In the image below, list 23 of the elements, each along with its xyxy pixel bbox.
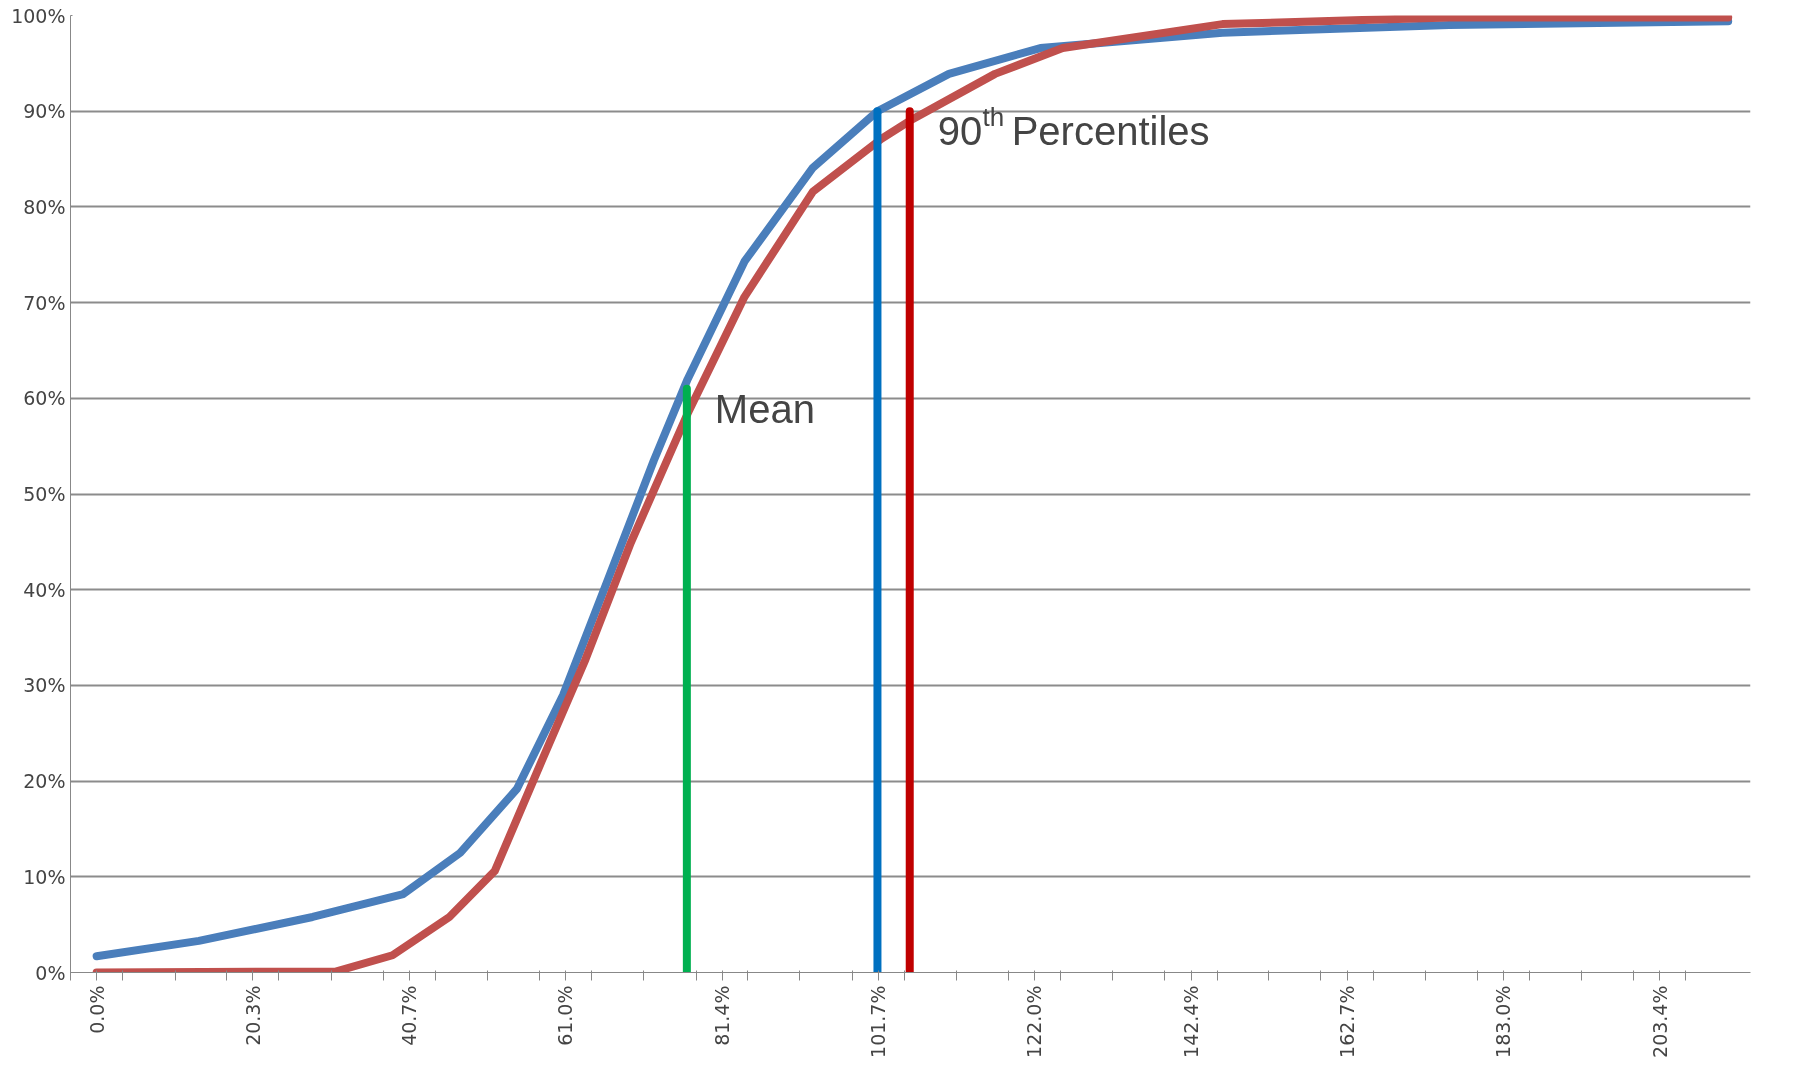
x-tick-label: 101.7%: [867, 985, 890, 1058]
y-tick-label: 50%: [23, 483, 66, 505]
y-tick-label: 80%: [23, 195, 66, 218]
y-tick-label: 60%: [23, 387, 66, 410]
y-tick-label: 100%: [11, 4, 66, 27]
x-tick-label: 0.0%: [85, 985, 108, 1034]
x-tick-label: 162.7%: [1336, 985, 1359, 1058]
y-tick-label: 90%: [23, 100, 66, 123]
x-tick-label: 40.7%: [398, 985, 421, 1046]
y-tick-label: 70%: [23, 291, 66, 314]
x-tick-label: 203.4%: [1648, 985, 1671, 1058]
annotation: Mean: [714, 386, 815, 431]
y-tick-label: 0%: [35, 961, 66, 984]
x-tick-label: 142.4%: [1180, 985, 1203, 1058]
x-tick-label: 61.0%: [554, 985, 577, 1046]
y-tick-label: 40%: [23, 578, 66, 601]
y-tick-label: 30%: [23, 674, 66, 697]
x-tick-label: 20.3%: [241, 985, 264, 1046]
x-tick-label: 81.4%: [711, 985, 734, 1046]
x-tick-label: 122.0%: [1023, 985, 1046, 1058]
y-tick-label: 20%: [23, 770, 66, 793]
x-tick-label: 183.0%: [1492, 985, 1515, 1058]
y-tick-label: 10%: [23, 865, 66, 888]
